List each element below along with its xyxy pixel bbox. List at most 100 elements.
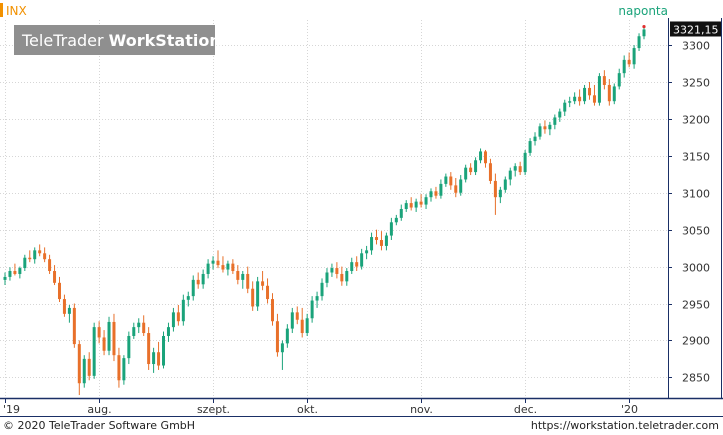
svg-text:TeleTrader WorkStation: TeleTrader WorkStation	[21, 31, 221, 50]
candle	[558, 108, 562, 122]
candle	[122, 355, 126, 385]
candle-body	[310, 300, 314, 319]
candle-body	[82, 358, 86, 384]
candle	[612, 83, 616, 105]
candle	[18, 266, 22, 279]
candle-body	[518, 166, 522, 173]
candle-body	[181, 299, 185, 322]
candle-body	[246, 273, 250, 289]
candle	[607, 79, 611, 106]
last-high-dot	[642, 25, 646, 29]
website-link[interactable]: https://workstation.teletrader.com	[530, 419, 719, 432]
candle-body	[375, 237, 379, 241]
candle	[360, 248, 364, 270]
candle-body	[241, 273, 245, 280]
candle-body	[498, 189, 502, 198]
candle-body	[127, 335, 131, 359]
candle-body	[592, 95, 596, 103]
candle	[563, 99, 567, 116]
y-axis-ticks: 2850 2900 2950 3000 3050 3100 3150 3200 3250 3300	[668, 40, 710, 385]
candle	[548, 121, 552, 136]
candle	[82, 355, 86, 388]
candle-body	[18, 268, 22, 274]
candle-body	[206, 263, 210, 274]
candle	[57, 276, 61, 303]
candle-body	[588, 87, 592, 96]
candle	[568, 96, 572, 108]
y-tick-label: 3000	[682, 262, 710, 275]
candle-body	[479, 151, 483, 161]
candle-body	[295, 312, 299, 320]
candle	[543, 120, 547, 134]
x-tick-label: aug.	[87, 403, 111, 416]
candle-body	[508, 170, 512, 180]
candle	[434, 186, 438, 199]
candle	[196, 272, 200, 289]
candle-body	[290, 312, 294, 329]
candle-body	[275, 321, 279, 353]
candles	[3, 25, 646, 396]
candle-body	[221, 265, 225, 270]
footer: © 2020 TeleTrader Software GmbH https://…	[0, 417, 723, 435]
candle-body	[33, 250, 37, 260]
watermark-brand-part1: TeleTrader	[21, 31, 109, 50]
candle-body	[162, 335, 166, 366]
candle-body	[28, 257, 32, 260]
candle	[107, 316, 111, 356]
candle	[459, 175, 463, 196]
candle-body	[503, 179, 507, 190]
candle-body	[112, 321, 116, 356]
candle	[246, 266, 250, 294]
candle-body	[236, 271, 240, 280]
candle	[394, 214, 398, 226]
candle-body	[171, 312, 175, 328]
candle	[409, 197, 413, 211]
candle-body	[607, 84, 611, 102]
candle	[38, 244, 42, 257]
candle	[216, 250, 220, 269]
watermark-brand-part2: WorkStation	[109, 31, 221, 50]
candle	[573, 92, 577, 105]
candle-body	[632, 48, 636, 65]
candle	[112, 313, 116, 362]
candle-body	[335, 268, 339, 274]
candle	[454, 177, 458, 198]
candle	[152, 347, 156, 373]
candle	[518, 161, 522, 176]
candle-body	[543, 126, 547, 130]
candle-body	[439, 183, 443, 196]
candle-body	[538, 126, 542, 137]
candle-body	[523, 152, 527, 173]
candle-body	[122, 358, 126, 381]
candle-body	[612, 86, 616, 102]
candle-body	[528, 141, 532, 153]
candle-body	[72, 307, 76, 345]
candle	[211, 256, 215, 270]
y-tick-label: 2850	[682, 372, 710, 385]
candle-body	[53, 271, 57, 283]
candle	[424, 194, 428, 209]
candle-body	[325, 272, 329, 283]
candle	[3, 272, 7, 286]
candle-body	[389, 222, 393, 236]
candle	[67, 304, 71, 323]
candle	[479, 148, 483, 164]
candle-body	[137, 322, 141, 328]
candle-body	[424, 197, 428, 205]
candle-body	[142, 322, 146, 334]
candle-body	[340, 273, 344, 282]
candle-body	[602, 76, 606, 85]
candle	[528, 138, 532, 156]
candle-body	[280, 343, 284, 353]
candle-body	[642, 29, 646, 37]
candle	[414, 198, 418, 212]
candle	[256, 276, 260, 311]
candle	[241, 271, 245, 289]
candle-body	[300, 319, 304, 334]
candle	[33, 247, 37, 264]
y-tick-label: 2950	[682, 299, 710, 312]
candle	[592, 84, 596, 106]
candle	[419, 194, 423, 208]
candle	[92, 322, 96, 379]
candle	[87, 352, 91, 381]
